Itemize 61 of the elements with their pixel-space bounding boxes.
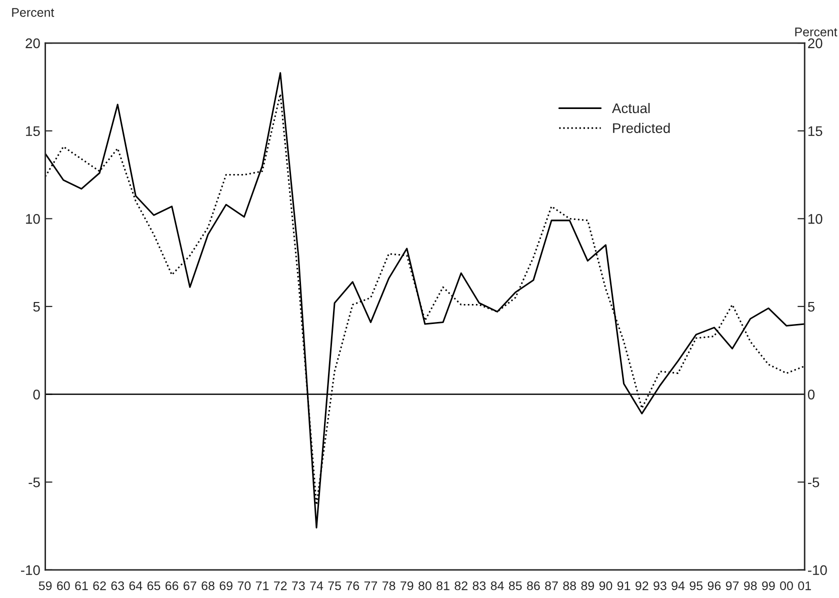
x-tick-label: 75 (328, 581, 341, 590)
x-tick-label: 59 (38, 581, 52, 590)
y2-tick-label: -10 (808, 565, 827, 576)
x-tick-label: 70 (238, 581, 251, 590)
x-tick-label: 67 (184, 581, 196, 590)
x-tick-label: 87 (545, 581, 558, 590)
y-tick-label: 10 (26, 214, 40, 224)
x-tick-label: 96 (708, 581, 721, 590)
x-tick-label: 76 (346, 581, 360, 590)
x-tick-label: 61 (75, 581, 88, 590)
x-tick-label: 73 (292, 581, 305, 590)
y2-tick-label: 20 (808, 38, 822, 48)
y2-tick-label: 15 (808, 126, 822, 136)
x-tick-label: 62 (93, 581, 106, 590)
x-tick-label: 69 (220, 581, 232, 590)
y-tick-label: 15 (26, 126, 40, 136)
y2-tick-label: -5 (808, 478, 820, 488)
x-tick-label: 97 (726, 581, 739, 590)
x-tick-label: 88 (563, 581, 576, 590)
x-tick-label: 92 (636, 581, 648, 590)
y-tick-label: 5 (33, 302, 40, 312)
x-tick-label: 80 (418, 581, 432, 590)
y-tick-label: 20 (26, 38, 40, 48)
x-tick-label: 79 (400, 581, 414, 590)
x-tick-label: 83 (472, 581, 486, 590)
x-tick-label: 00 (780, 581, 793, 590)
x-tick-label: 71 (256, 581, 269, 590)
x-tick-label: 01 (798, 581, 811, 590)
x-tick-label: 64 (129, 581, 142, 590)
y2-axis-title: Percent (795, 28, 838, 36)
x-tick-label: 86 (527, 581, 540, 590)
x-tick-label: 81 (436, 581, 450, 590)
x-tick-label: 63 (111, 581, 124, 590)
x-tick-label: 82 (454, 581, 468, 590)
x-tick-label: 84 (490, 581, 504, 590)
x-tick-label: 65 (147, 581, 160, 590)
legend-label: Predicted (613, 122, 670, 134)
x-tick-label: 60 (57, 581, 70, 590)
x-tick-label: 89 (581, 581, 594, 590)
x-tick-label: 66 (166, 581, 178, 590)
x-tick-label: 93 (654, 581, 666, 590)
y2-tick-label: 10 (808, 214, 822, 224)
x-tick-label: 98 (744, 581, 757, 590)
legend-label: Actual (612, 102, 650, 114)
x-tick-label: 85 (508, 581, 522, 590)
x-tick-label: 74 (310, 581, 324, 590)
x-tick-label: 99 (762, 581, 775, 590)
x-tick-label: 72 (274, 581, 287, 590)
y-axis-title: Percent (12, 8, 54, 17)
x-tick-label: 90 (599, 581, 612, 590)
y2-tick-label: 0 (808, 390, 815, 400)
x-tick-label: 94 (672, 581, 685, 590)
x-tick-label: 77 (364, 581, 378, 590)
x-tick-label: 91 (617, 581, 630, 590)
y2-tick-label: 5 (808, 302, 815, 312)
x-tick-label: 95 (690, 581, 703, 590)
y-tick-label: 0 (33, 390, 40, 400)
y-tick-label: -10 (20, 565, 40, 576)
x-tick-label: 78 (382, 581, 396, 590)
y-tick-label: -5 (28, 478, 40, 488)
x-tick-label: 68 (202, 581, 214, 590)
